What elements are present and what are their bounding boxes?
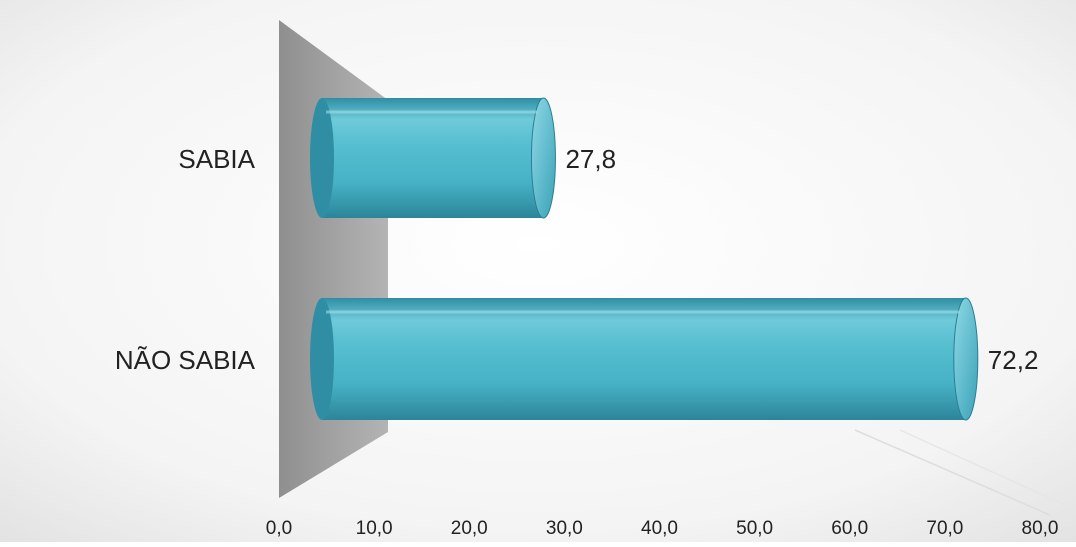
- x-tick-label: 30,0: [546, 518, 583, 539]
- x-tick-label: 70,0: [926, 518, 963, 539]
- category-label: NÃO SABIA: [115, 345, 256, 375]
- x-tick-label: 10,0: [356, 518, 393, 539]
- data-label: 72,2: [988, 345, 1039, 375]
- bar-back-cap: [310, 98, 334, 218]
- bar-end-cap: [530, 97, 556, 219]
- x-tick-label: 60,0: [831, 518, 868, 539]
- x-tick-label: 20,0: [451, 518, 488, 539]
- bar-body: [322, 98, 544, 218]
- bar-sabia: [310, 97, 556, 219]
- bar-n-o-sabia: [310, 297, 979, 421]
- x-axis-ticks: 0,0 10,0 20,0 30,0 40,0 50,0 60,0 70,0 80,0: [266, 518, 1059, 539]
- bar-end-cap: [953, 297, 979, 421]
- x-tick-label: 80,0: [1022, 518, 1059, 539]
- bar-back-cap: [310, 298, 334, 420]
- x-tick-label: 40,0: [641, 518, 678, 539]
- side-wall: [279, 20, 388, 498]
- bars: SABIA 27,8 NÃO SABIA 72,2: [115, 97, 1039, 421]
- x-tick-label: 50,0: [736, 518, 773, 539]
- floor-line: [854, 429, 1051, 516]
- bar-body: [322, 298, 966, 420]
- category-label: SABIA: [178, 144, 255, 174]
- data-label: 27,8: [565, 144, 616, 174]
- floor-line: [899, 429, 1066, 506]
- x-tick-label: 0,0: [266, 518, 292, 539]
